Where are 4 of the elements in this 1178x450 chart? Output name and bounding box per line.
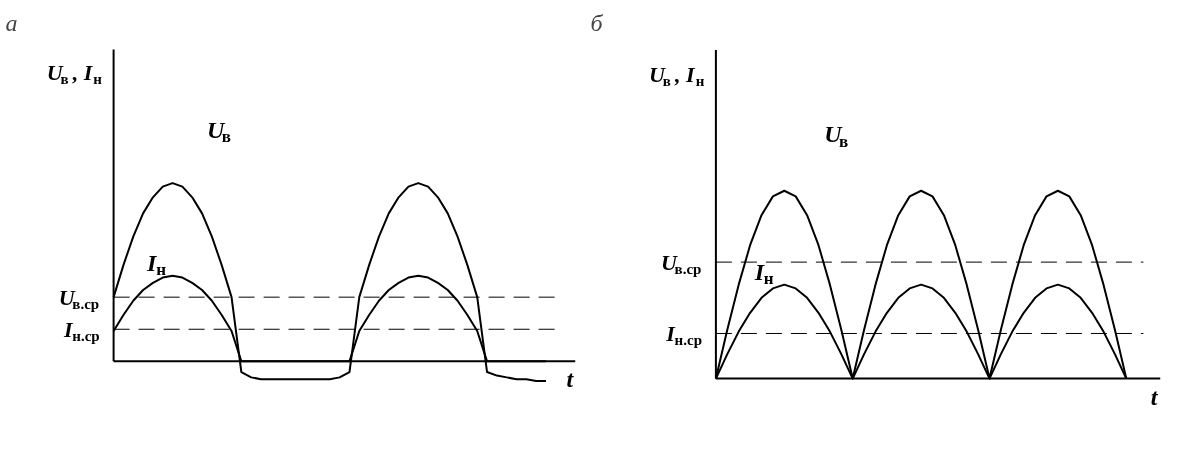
x-axis-title: t [1150, 383, 1159, 410]
chart-title: а [5, 9, 18, 36]
chart-title: б [590, 9, 604, 36]
x-axis-title: t [566, 366, 575, 393]
